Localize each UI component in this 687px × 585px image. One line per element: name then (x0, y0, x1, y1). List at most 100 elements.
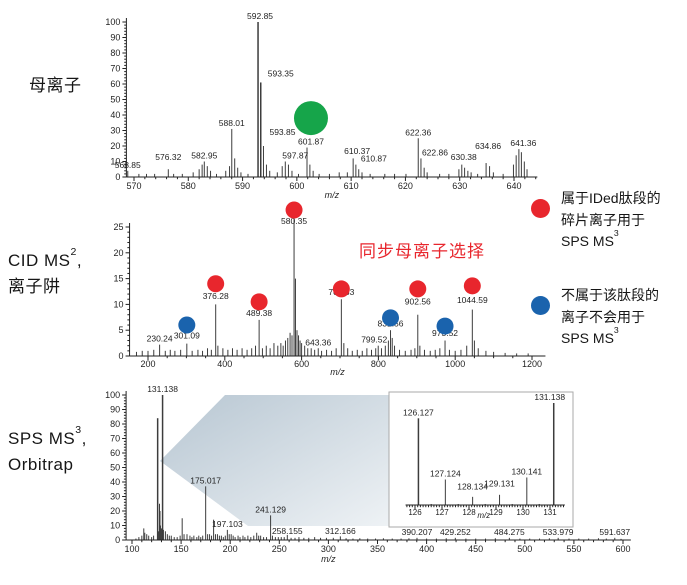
peak-label: 390.207 (402, 527, 433, 537)
inset-spectrum: 126 127 128 129 130 131 m/z 126.127 127.124 128.1… (388, 391, 574, 528)
peak-label: 484.275 (494, 527, 525, 537)
x-tick-label: 1200 (522, 359, 542, 369)
axes (125, 223, 546, 360)
ms1-spectrum: 570 580 590 600 610 620 630 640 0 10 20 30 40 50 60 70 8… (105, 11, 538, 200)
y-tick-label: 0 (115, 535, 120, 545)
peak-label: 799.52 (361, 335, 387, 345)
x-tick-label: 590 (235, 181, 250, 191)
red-marker-dot (463, 277, 481, 295)
x-tick-label: 350 (370, 544, 385, 554)
legend-item-blue: 不属于该肽段的 离子不会用于 SPS MS3 (531, 285, 659, 350)
legend-red-text: 属于IDed肽段的 碎片离子用于 SPS MS3 (561, 190, 661, 249)
y-tick-label: 30 (110, 492, 120, 502)
peak-label: 175.017 (190, 475, 221, 485)
peak-labels: 131.138 175.017 197.103 241.129 258.155 312.1… (147, 384, 630, 537)
axes (122, 391, 631, 544)
y-tick-label: 25 (114, 222, 124, 232)
row-label-ms3-line1: SPS MS3, (8, 423, 87, 448)
red-marker-dot (207, 275, 225, 293)
sps-selection-annotation: 同步母离子选择 (359, 242, 485, 261)
y-tick-label: 20 (114, 248, 124, 258)
axes (405, 504, 565, 509)
y-tick-label: 20 (110, 141, 120, 151)
peak-label: 128.134 (457, 482, 488, 492)
x-tick-label: 300 (321, 544, 336, 554)
x-tick-label: 570 (126, 181, 141, 191)
x-tick-label: 550 (566, 544, 581, 554)
row-label-precursor-text: 母离子 (29, 76, 82, 95)
peak-label: 593.35 (268, 68, 294, 78)
x-tick-label: 128 (462, 508, 476, 517)
y-tick-label: 40 (110, 477, 120, 487)
peak-label: 902.56 (405, 296, 431, 306)
peak-label: 127.124 (430, 469, 461, 479)
tick-labels: 200 400 600 800 1000 1200 0 5 10 15 20 25 (114, 222, 542, 369)
peak-label: 588.01 (219, 118, 245, 128)
x-tick-label: 600 (289, 181, 304, 191)
x-tick-label: 600 (615, 544, 630, 554)
y-tick-label: 50 (110, 95, 120, 105)
x-tick-label: 800 (371, 359, 386, 369)
peaks (135, 395, 622, 540)
y-tick-label: 60 (110, 448, 120, 458)
peak-label: 597.87 (282, 151, 308, 161)
x-tick-label: 400 (217, 359, 232, 369)
peaks (135, 216, 529, 356)
peak-labels: 568.85 576.32 582.95 588.01 592.85 593.35 593.… (115, 11, 537, 170)
peak-label: 129.131 (484, 479, 515, 489)
peak-label: 622.86 (422, 147, 448, 157)
red-marker-dot (250, 293, 268, 311)
y-tick-label: 40 (110, 110, 120, 120)
peak-label: 622.36 (405, 127, 431, 137)
peak-label: 533.979 (543, 527, 574, 537)
y-tick-label: 10 (110, 157, 120, 167)
x-tick-label: 150 (174, 544, 189, 554)
x-tick-label: 131 (543, 508, 557, 517)
peak-label: 258.155 (272, 526, 303, 536)
x-tick-label: 630 (452, 181, 467, 191)
peak-label: 592.85 (247, 11, 273, 21)
x-tick-label: 600 (294, 359, 309, 369)
x-tick-label: 129 (489, 508, 503, 517)
x-axis-label: m/z (325, 190, 340, 200)
y-tick-label: 70 (110, 64, 120, 74)
x-tick-label: 640 (506, 181, 521, 191)
y-tick-label: 80 (110, 419, 120, 429)
red-marker-dot (332, 280, 350, 298)
x-tick-label: 620 (398, 181, 413, 191)
peak-label: 591.637 (599, 527, 630, 537)
peak-label: 489.38 (246, 308, 272, 318)
peak-label: 630.38 (451, 152, 477, 162)
y-tick-label: 60 (110, 79, 120, 89)
legend-blue-text: 不属于该肽段的 离子不会用于 SPS MS3 (561, 287, 659, 346)
legend-item-red: 属于IDed肽段的 碎片离子用于 SPS MS3 (531, 188, 661, 253)
peak-label: 610.87 (361, 154, 387, 164)
peaks (417, 403, 555, 505)
peak-label: 582.95 (191, 151, 217, 161)
y-tick-label: 20 (110, 506, 120, 516)
y-tick-label: 0 (119, 351, 124, 361)
y-tick-label: 70 (110, 434, 120, 444)
x-tick-label: 500 (517, 544, 532, 554)
blue-marker-dot (436, 317, 454, 335)
peak-label: 131.138 (147, 384, 178, 394)
peak-label: 576.32 (155, 152, 181, 162)
x-axis-label: m/z (477, 511, 490, 520)
x-tick-label: 450 (468, 544, 483, 554)
peak-label: 610.37 (344, 146, 370, 156)
y-tick-label: 0 (115, 172, 120, 182)
x-tick-label: 400 (419, 544, 434, 554)
red-marker-dot (409, 280, 427, 298)
x-tick-label: 200 (223, 544, 238, 554)
peak-label: 593.85 (269, 127, 295, 137)
peak-label: 568.85 (115, 160, 141, 170)
y-tick-label: 90 (110, 33, 120, 43)
y-tick-label: 10 (110, 521, 120, 531)
axes (122, 18, 538, 181)
blue-marker-dot (178, 316, 196, 334)
peak-label: 230.24 (147, 334, 173, 344)
peak-label: 1044.59 (457, 295, 488, 305)
y-tick-label: 100 (105, 17, 120, 27)
y-tick-label: 80 (110, 48, 120, 58)
